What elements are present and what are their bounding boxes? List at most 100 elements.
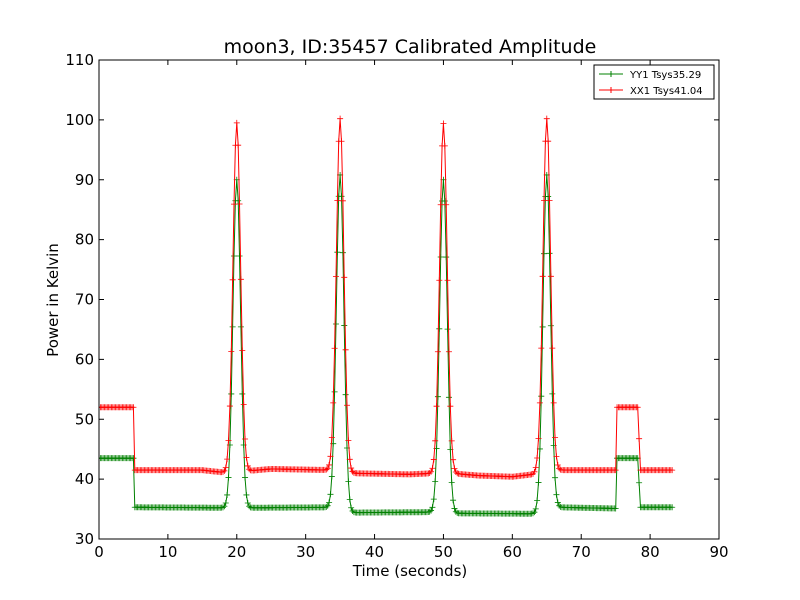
data-point-marker: [448, 437, 455, 444]
data-point-marker: [239, 347, 246, 354]
y-tick-label: 50: [75, 410, 94, 428]
data-point-marker: [243, 454, 250, 461]
data-point-marker: [535, 479, 542, 486]
data-point-marker: [546, 250, 553, 257]
data-point-marker: [531, 468, 538, 475]
data-point-marker: [426, 508, 433, 515]
data-point-marker: [222, 464, 229, 471]
data-point-marker: [341, 322, 348, 329]
data-point-marker: [428, 468, 435, 475]
data-point-marker: [323, 503, 330, 510]
data-point-marker: [432, 437, 439, 444]
data-point-marker: [345, 437, 352, 444]
data-point-marker: [541, 250, 548, 257]
data-point-marker: [440, 120, 447, 127]
data-point-marker: [228, 348, 235, 355]
data-point-marker: [436, 325, 443, 332]
data-point-marker: [224, 491, 231, 498]
data-point-marker: [450, 456, 457, 463]
plot-background: [99, 60, 719, 539]
data-point-marker: [550, 399, 557, 406]
data-point-marker: [346, 496, 353, 503]
data-point-marker: [222, 500, 229, 507]
x-tick-label: 0: [94, 543, 104, 561]
data-point-marker: [539, 323, 546, 330]
y-tick-label: 110: [65, 51, 94, 69]
data-point-marker: [341, 274, 348, 281]
data-point-marker: [444, 326, 451, 333]
x-tick-label: 70: [572, 543, 591, 561]
data-point-marker: [348, 504, 355, 511]
data-point-marker: [244, 500, 251, 507]
data-point-marker: [246, 466, 253, 473]
data-point-marker: [552, 474, 559, 481]
data-point-marker: [332, 273, 339, 280]
data-point-marker: [228, 390, 235, 397]
data-point-marker: [344, 402, 350, 409]
x-tick-label: 20: [227, 543, 246, 561]
data-point-marker: [239, 390, 246, 397]
data-point-marker: [553, 491, 560, 498]
data-point-marker: [338, 193, 345, 200]
data-point-marker: [445, 348, 452, 355]
data-point-marker: [130, 404, 137, 411]
data-point-marker: [441, 142, 448, 149]
data-point-marker: [612, 505, 619, 512]
data-point-marker: [236, 252, 243, 259]
data-point-marker: [331, 345, 338, 352]
data-point-marker: [334, 249, 341, 256]
data-point-marker: [346, 456, 353, 463]
data-point-marker: [546, 197, 553, 204]
data-point-marker: [231, 252, 238, 259]
data-point-marker: [556, 502, 563, 509]
data-point-marker: [225, 474, 232, 481]
data-point-marker: [441, 198, 448, 205]
data-point-marker: [242, 474, 249, 481]
data-point-marker: [130, 455, 137, 462]
y-tick-label: 80: [75, 231, 94, 249]
data-point-marker: [220, 504, 226, 511]
data-point-marker: [554, 499, 561, 506]
data-point-marker: [532, 505, 539, 512]
data-point-marker: [539, 273, 546, 280]
data-point-marker: [231, 201, 238, 208]
data-point-marker: [538, 393, 545, 400]
data-point-marker: [528, 471, 535, 478]
data-point-marker: [437, 253, 444, 260]
data-point-marker: [634, 404, 641, 411]
data-point-marker: [331, 388, 338, 395]
data-point-marker: [534, 497, 541, 504]
data-point-marker: [547, 273, 554, 280]
data-point-marker: [429, 465, 436, 472]
data-point-marker: [225, 437, 232, 444]
data-point-marker: [220, 468, 226, 475]
data-point-marker: [221, 467, 228, 474]
data-point-marker: [437, 201, 444, 208]
legend-marker: [608, 87, 614, 93]
data-point-marker: [327, 491, 334, 498]
data-point-marker: [243, 491, 250, 498]
data-point-marker: [445, 394, 452, 401]
data-point-marker: [324, 465, 331, 472]
y-axis-label: Power in Kelvin: [44, 243, 62, 357]
x-tick-label: 90: [709, 543, 728, 561]
legend-items: YY1 Tsys35.29 XX1 Tsys41.04: [599, 70, 703, 97]
data-point-marker: [221, 503, 228, 510]
data-point-marker: [531, 509, 538, 516]
x-axis: 0 10 20 30 40 50 60 70 80 90: [94, 60, 729, 561]
data-point-marker: [429, 504, 436, 511]
data-point-marker: [443, 254, 450, 261]
data-point-marker: [549, 390, 556, 397]
data-point-marker: [428, 507, 435, 514]
data-point-marker: [452, 508, 459, 515]
data-point-marker: [235, 197, 242, 204]
legend-label: XX1 Tsys41.04: [630, 86, 703, 97]
data-point-marker: [535, 435, 542, 442]
data-point-marker: [669, 467, 676, 474]
data-point-marker: [244, 462, 251, 469]
y-axis: 30 40 50 60 70 80 90 100 110: [65, 51, 719, 548]
y-tick-label: 40: [75, 470, 94, 488]
data-point-marker: [636, 479, 643, 486]
data-point-marker: [451, 505, 458, 512]
data-point-marker: [444, 277, 451, 284]
